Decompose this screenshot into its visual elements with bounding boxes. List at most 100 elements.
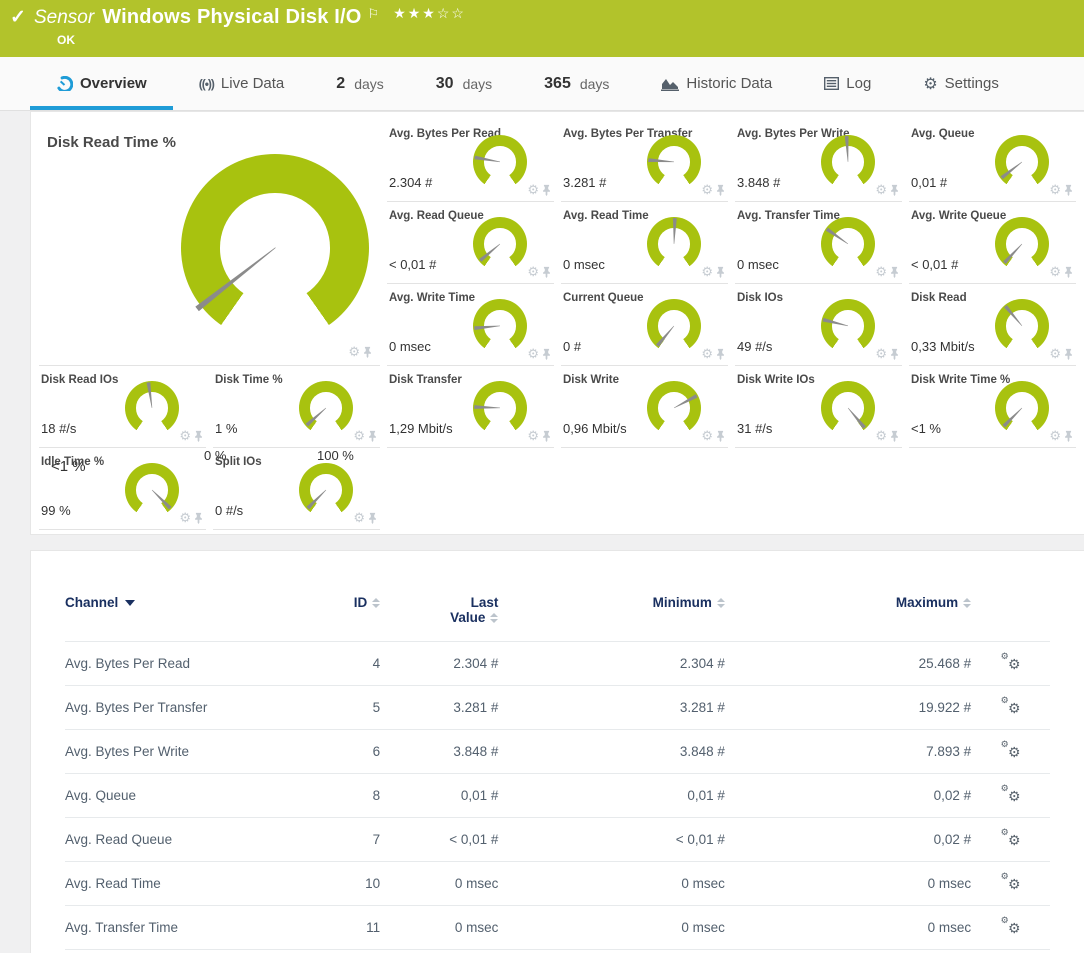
- channel-name-cell[interactable]: Avg. Read Queue: [65, 817, 302, 862]
- pin-icon[interactable]: [363, 346, 372, 358]
- mini-gauge: [647, 381, 701, 435]
- gauge-title: Disk Write IOs: [737, 374, 815, 386]
- gauge-needle: [194, 244, 278, 312]
- gear-icon[interactable]: ⚙: [527, 264, 539, 279]
- tab-live-data[interactable]: ((•)) Live Data: [173, 57, 311, 110]
- pin-icon[interactable]: [1064, 184, 1073, 196]
- gear-icon[interactable]: ⚙: [1049, 182, 1061, 197]
- gear-icon[interactable]: ⚙: [1049, 428, 1061, 443]
- gear-icon[interactable]: ⚙: [179, 510, 191, 525]
- gauge-value: 0 msec: [737, 257, 779, 272]
- gear-icon[interactable]: ⚙: [875, 428, 887, 443]
- gauge-title: Current Queue: [563, 292, 644, 304]
- mini-gauge: [473, 135, 527, 189]
- column-label: Last: [470, 595, 499, 610]
- channel-name-cell[interactable]: Avg. Write Queue: [65, 949, 302, 953]
- gear-icon[interactable]: ⚙: [701, 428, 713, 443]
- channel-name-cell[interactable]: Avg. Bytes Per Transfer: [65, 685, 302, 730]
- channel-settings-icon[interactable]: ⚙ ⚙: [1000, 783, 1021, 804]
- tab-settings[interactable]: ⚙ Settings: [897, 57, 1025, 110]
- overview-gauges-panel: Disk Read Time % 0 % 100 % <1 % ⚙ Avg. B…: [30, 111, 1084, 535]
- gear-icon[interactable]: ⚙: [701, 264, 713, 279]
- channels-table-panel: Channel ID Last Value Minimum Maximum: [30, 550, 1084, 953]
- channel-settings-icon[interactable]: ⚙ ⚙: [1000, 651, 1021, 672]
- mini-gauge: [821, 299, 875, 353]
- gear-icon[interactable]: ⚙: [875, 346, 887, 361]
- pin-icon[interactable]: [194, 430, 203, 442]
- channel-settings-icon[interactable]: ⚙ ⚙: [1000, 827, 1021, 848]
- column-header-maximum[interactable]: Maximum: [725, 595, 972, 642]
- mini-gauge-panel: Split IOs 0 #/s ⚙: [213, 448, 380, 530]
- pin-icon[interactable]: [890, 430, 899, 442]
- channel-settings-icon[interactable]: ⚙ ⚙: [1000, 915, 1021, 936]
- tab-historic-data[interactable]: Historic Data: [635, 57, 798, 110]
- channels-table: Channel ID Last Value Minimum Maximum: [65, 595, 1050, 953]
- pin-icon[interactable]: [542, 184, 551, 196]
- gear-icon[interactable]: ⚙: [527, 346, 539, 361]
- pin-icon[interactable]: [368, 430, 377, 442]
- gear-icon[interactable]: ⚙: [875, 182, 887, 197]
- pin-icon[interactable]: [1064, 430, 1073, 442]
- gear-icon[interactable]: ⚙: [353, 510, 365, 525]
- gauge-value: 1,29 Mbit/s: [389, 421, 453, 436]
- pin-icon[interactable]: [890, 348, 899, 360]
- tab-365-days[interactable]: 365 days: [518, 57, 635, 110]
- mini-gauge-panel: Disk Read 0,33 Mbit/s ⚙: [909, 284, 1076, 366]
- pin-icon[interactable]: [890, 266, 899, 278]
- channel-name-cell[interactable]: Avg. Transfer Time: [65, 905, 302, 950]
- pin-icon[interactable]: [542, 430, 551, 442]
- status-ok-check-icon: ✓: [10, 7, 26, 28]
- pin-icon[interactable]: [716, 266, 725, 278]
- tab-30-days[interactable]: 30 days: [410, 57, 518, 110]
- column-header-channel[interactable]: Channel: [65, 595, 301, 642]
- pin-icon[interactable]: [194, 512, 203, 524]
- table-row: Avg. Transfer Time 11 0 msec 0 msec 0 ms…: [65, 905, 1050, 950]
- channel-id-cell: 10: [301, 861, 381, 906]
- mini-gauge-panel: Avg. Queue 0,01 # ⚙: [909, 120, 1076, 202]
- channel-name-cell[interactable]: Avg. Queue: [65, 773, 302, 818]
- pin-icon[interactable]: [1064, 266, 1073, 278]
- gear-icon[interactable]: ⚙: [1049, 264, 1061, 279]
- disk-read-time-gauge: [181, 154, 369, 342]
- pin-icon[interactable]: [368, 512, 377, 524]
- maximum-cell: 7.893 #: [724, 729, 972, 774]
- pin-icon[interactable]: [890, 184, 899, 196]
- column-header-last-value[interactable]: Last Value: [380, 595, 499, 642]
- channel-name-cell[interactable]: Avg. Read Time: [65, 861, 302, 906]
- gear-icon[interactable]: ⚙: [701, 182, 713, 197]
- pin-icon[interactable]: [1064, 348, 1073, 360]
- gauge-needle: [145, 382, 155, 408]
- gear-icon[interactable]: ⚙: [527, 182, 539, 197]
- channel-settings-icon[interactable]: ⚙ ⚙: [1000, 695, 1021, 716]
- pin-icon[interactable]: [542, 266, 551, 278]
- column-header-id[interactable]: ID: [301, 595, 381, 642]
- sensor-label: Sensor: [34, 6, 95, 28]
- channel-name-cell[interactable]: Avg. Bytes Per Read: [65, 641, 302, 686]
- column-header-minimum[interactable]: Minimum: [498, 595, 725, 642]
- gear-icon[interactable]: ⚙: [701, 346, 713, 361]
- gauge-needle: [474, 323, 500, 331]
- gear-icon[interactable]: ⚙: [353, 428, 365, 443]
- channel-name-cell[interactable]: Avg. Bytes Per Write: [65, 729, 302, 774]
- tab-log[interactable]: Log: [798, 57, 897, 110]
- pin-icon[interactable]: [716, 184, 725, 196]
- gear-icon[interactable]: ⚙: [348, 344, 360, 359]
- gear-icon[interactable]: ⚙: [527, 428, 539, 443]
- gauge-title: Avg. Queue: [911, 128, 975, 140]
- gear-icon[interactable]: ⚙: [875, 264, 887, 279]
- gear-icon[interactable]: ⚙: [179, 428, 191, 443]
- channel-settings-icon[interactable]: ⚙ ⚙: [1000, 739, 1021, 760]
- channel-settings-icon[interactable]: ⚙ ⚙: [1000, 871, 1021, 892]
- mini-gauge-panel: Avg. Write Queue < 0,01 # ⚙: [909, 202, 1076, 284]
- gear-icon[interactable]: ⚙: [1049, 346, 1061, 361]
- priority-stars[interactable]: ★★★☆☆: [393, 5, 466, 21]
- tab-2-days[interactable]: 2 days: [310, 57, 409, 110]
- tab-label: Live Data: [220, 75, 285, 92]
- minimum-cell: 3.281 #: [498, 685, 725, 730]
- pin-icon[interactable]: [542, 348, 551, 360]
- flag-icon[interactable]: ⚐: [367, 5, 380, 21]
- gauge-title: Disk Write Time %: [911, 374, 1011, 386]
- pin-icon[interactable]: [716, 430, 725, 442]
- tab-overview[interactable]: Overview: [30, 57, 173, 110]
- pin-icon[interactable]: [716, 348, 725, 360]
